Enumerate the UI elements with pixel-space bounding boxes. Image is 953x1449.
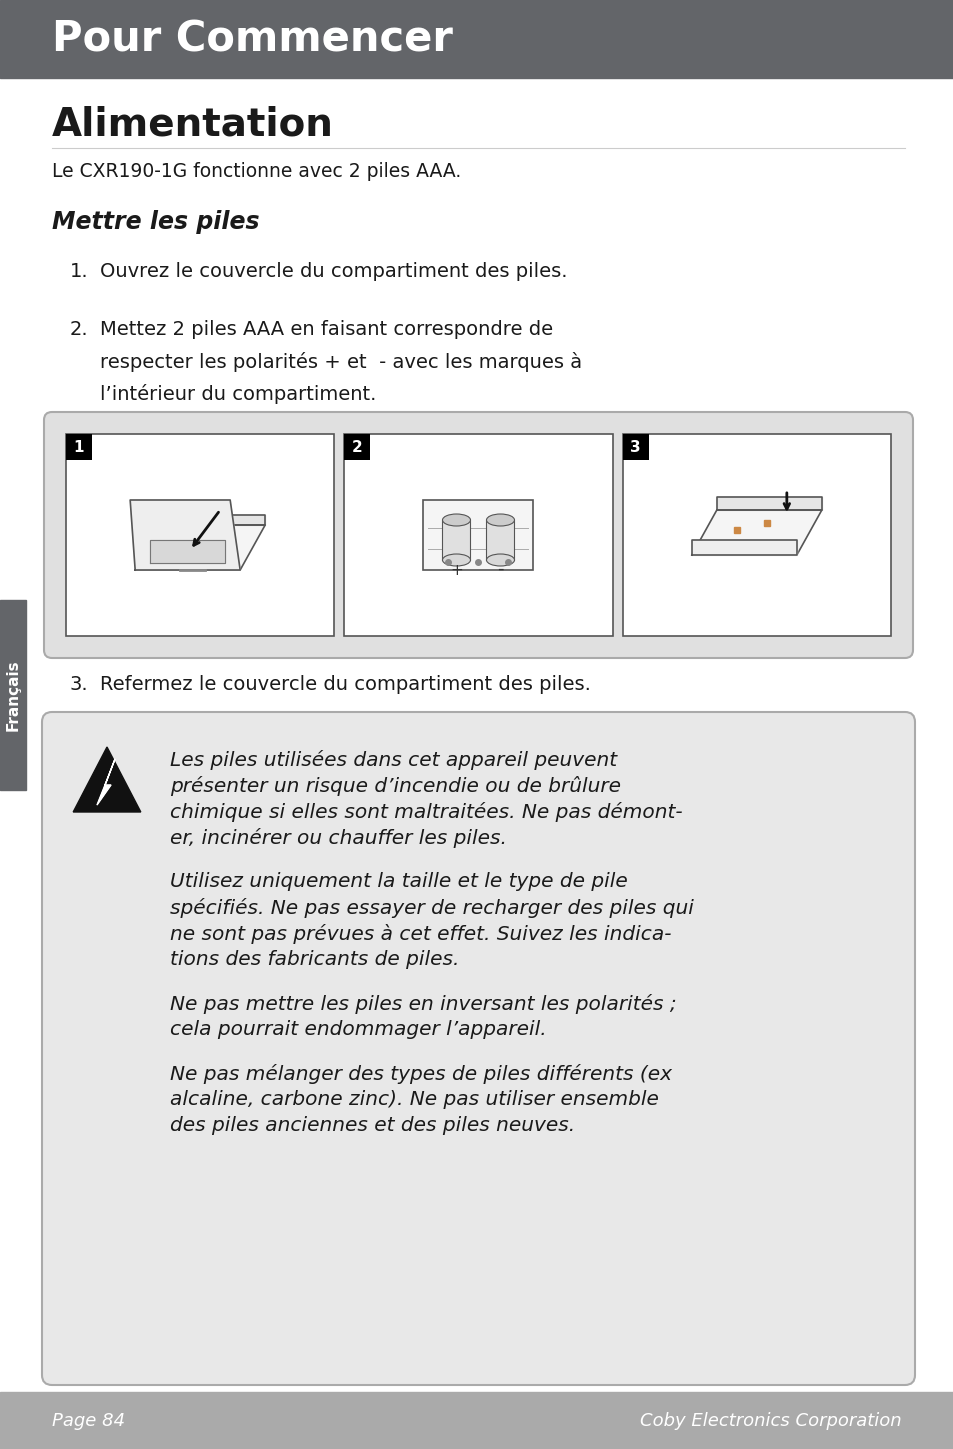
Text: Pour Commencer: Pour Commencer xyxy=(52,17,453,59)
Ellipse shape xyxy=(442,554,470,567)
Text: 3: 3 xyxy=(630,439,640,455)
Bar xyxy=(486,520,514,559)
Bar xyxy=(442,520,470,559)
FancyBboxPatch shape xyxy=(44,412,912,658)
Text: er, incinérer ou chauffer les piles.: er, incinérer ou chauffer les piles. xyxy=(170,827,506,848)
Bar xyxy=(66,435,334,636)
Text: 2: 2 xyxy=(352,439,362,455)
Text: l’intérieur du compartiment.: l’intérieur du compartiment. xyxy=(100,384,376,404)
Text: tions des fabricants de piles.: tions des fabricants de piles. xyxy=(170,951,459,969)
Text: chimique si elles sont maltraitées. Ne pas démont-: chimique si elles sont maltraitées. Ne p… xyxy=(170,801,682,822)
Ellipse shape xyxy=(486,514,514,526)
Bar xyxy=(344,435,612,636)
Bar xyxy=(0,0,953,78)
Polygon shape xyxy=(130,500,240,569)
Text: 1.: 1. xyxy=(70,262,89,281)
Polygon shape xyxy=(691,540,796,555)
Ellipse shape xyxy=(442,514,470,526)
Text: 1: 1 xyxy=(73,439,84,455)
FancyBboxPatch shape xyxy=(42,711,914,1385)
Bar xyxy=(622,435,890,636)
Text: Le CXR190-1G fonctionne avec 2 piles AAA.: Le CXR190-1G fonctionne avec 2 piles AAA… xyxy=(52,162,460,181)
Text: Mettre les piles: Mettre les piles xyxy=(52,210,259,233)
Text: Ne pas mélanger des types de piles différents (ex: Ne pas mélanger des types de piles diffé… xyxy=(170,1064,671,1084)
Bar xyxy=(0,1392,953,1449)
Bar xyxy=(66,435,91,459)
Text: 2.: 2. xyxy=(70,320,89,339)
Text: présenter un risque d’incendie ou de brûlure: présenter un risque d’incendie ou de brû… xyxy=(170,777,620,796)
Ellipse shape xyxy=(486,554,514,567)
Text: 3.: 3. xyxy=(70,675,89,694)
Text: Les piles utilisées dans cet appareil peuvent: Les piles utilisées dans cet appareil pe… xyxy=(170,751,617,769)
Text: spécifiés. Ne pas essayer de recharger des piles qui: spécifiés. Ne pas essayer de recharger d… xyxy=(170,898,693,919)
Polygon shape xyxy=(135,525,265,569)
Text: Page 84: Page 84 xyxy=(52,1411,125,1430)
Text: Mettez 2 piles AAA en faisant correspondre de: Mettez 2 piles AAA en faisant correspond… xyxy=(100,320,553,339)
Polygon shape xyxy=(97,759,115,806)
Text: Alimentation: Alimentation xyxy=(52,104,334,143)
Text: Utilisez uniquement la taille et le type de pile: Utilisez uniquement la taille et le type… xyxy=(170,872,627,891)
Bar xyxy=(344,435,370,459)
Text: alcaline, carbone zinc). Ne pas utiliser ensemble: alcaline, carbone zinc). Ne pas utiliser… xyxy=(170,1090,659,1108)
Text: Ne pas mettre les piles en inversant les polarités ;: Ne pas mettre les piles en inversant les… xyxy=(170,994,676,1014)
Text: ne sont pas prévues à cet effet. Suivez les indica-: ne sont pas prévues à cet effet. Suivez … xyxy=(170,924,671,943)
Polygon shape xyxy=(73,748,141,811)
Text: cela pourrait endommager l’appareil.: cela pourrait endommager l’appareil. xyxy=(170,1020,546,1039)
Polygon shape xyxy=(716,497,821,510)
Polygon shape xyxy=(160,514,265,525)
Polygon shape xyxy=(691,510,821,555)
Text: des piles anciennes et des piles neuves.: des piles anciennes et des piles neuves. xyxy=(170,1116,575,1135)
Text: +: + xyxy=(450,564,462,578)
Text: respecter les polarités + et  - avec les marques à: respecter les polarités + et - avec les … xyxy=(100,352,581,372)
Text: Coby Electronics Corporation: Coby Electronics Corporation xyxy=(639,1411,901,1430)
Text: Français: Français xyxy=(6,659,20,730)
Bar xyxy=(622,435,648,459)
Bar xyxy=(0,600,26,790)
Bar xyxy=(423,500,533,569)
Polygon shape xyxy=(150,540,225,564)
Text: Refermez le couvercle du compartiment des piles.: Refermez le couvercle du compartiment de… xyxy=(100,675,590,694)
Text: Ouvrez le couvercle du compartiment des piles.: Ouvrez le couvercle du compartiment des … xyxy=(100,262,567,281)
Text: -: - xyxy=(497,559,503,578)
